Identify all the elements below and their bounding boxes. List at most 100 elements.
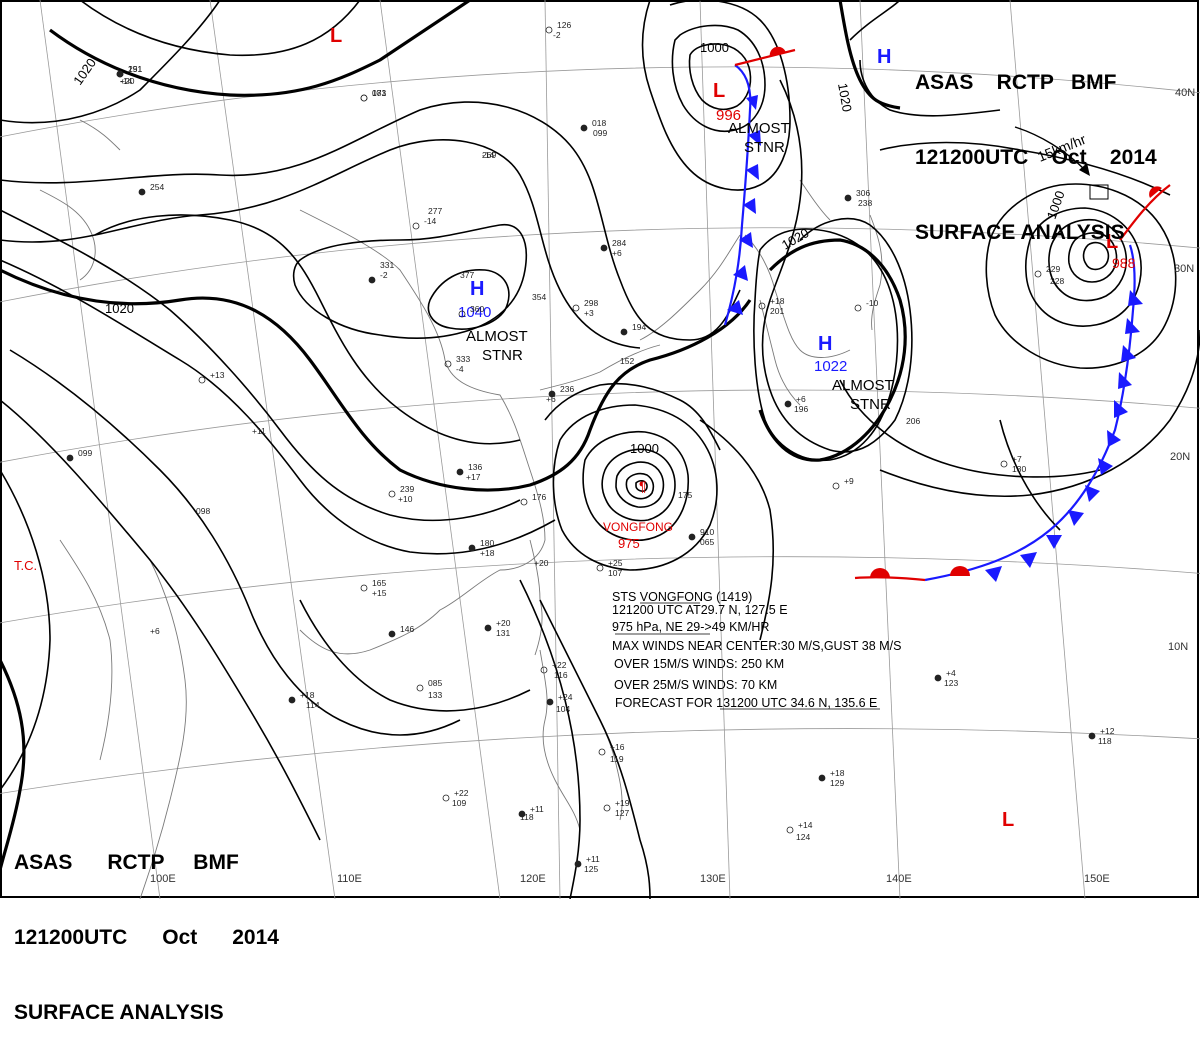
station-circle	[198, 376, 206, 384]
station-value: 175	[678, 490, 692, 500]
tc-marker: T.C.	[14, 558, 37, 573]
station-value: 333	[456, 354, 470, 364]
lon-label: 110E	[337, 873, 362, 885]
lon-label: 150E	[1084, 873, 1110, 885]
low-value-north: 996	[716, 107, 741, 124]
station-value: 124	[796, 832, 810, 842]
note-almost-japan: ALMOST	[832, 377, 894, 394]
station-value: 098	[196, 506, 210, 516]
station-value: +25	[608, 558, 623, 568]
station-circle	[520, 498, 528, 506]
station-value: 354	[532, 292, 546, 302]
station-value: +18	[480, 548, 495, 558]
station-value: 131	[496, 628, 510, 638]
tc-info-line: 121200 UTC AT29.7 N, 127.5 E	[612, 603, 788, 617]
graticule-labels: 100E 110E 120E 130E 140E 150E 40N 30N 20…	[150, 87, 1195, 885]
station-value: 099	[593, 128, 607, 138]
header-top-line3: SURFACE ANALYSIS	[915, 221, 1125, 244]
station-value: 196	[794, 404, 808, 414]
station-value: 118	[520, 812, 534, 822]
station-circle	[388, 630, 396, 638]
header-top: ASAS RCTP BMF 121200UTC Oct 2014 SURFACE…	[915, 20, 1157, 270]
station-value: +15	[372, 588, 387, 598]
station-value: +6	[150, 626, 160, 636]
station-circle	[548, 390, 556, 398]
station-value: 018	[592, 118, 606, 128]
station-value: 152	[620, 356, 634, 366]
station-value: 119	[610, 754, 624, 764]
station-circle	[818, 774, 826, 782]
station-value: -2	[380, 270, 388, 280]
station-value: 331	[380, 260, 394, 270]
isobar-label: 1000	[700, 40, 729, 55]
station-value: +16	[610, 742, 625, 752]
station-circle	[620, 328, 628, 336]
station-value: +6	[546, 394, 556, 404]
station-circle	[596, 564, 604, 572]
note-almost-high: ALMOST	[466, 328, 528, 345]
cold-front	[723, 64, 1143, 582]
station-circle	[458, 310, 466, 318]
station-value: 194	[632, 322, 646, 332]
station-value: 360	[470, 304, 484, 314]
station-value: -4	[456, 364, 464, 374]
station-value: +18	[770, 296, 785, 306]
station-value: +3	[584, 308, 594, 318]
station-value: 099	[78, 448, 92, 458]
station-circle	[456, 468, 464, 476]
header-top-line1: ASAS RCTP BMF	[915, 71, 1117, 94]
station-circle	[484, 624, 492, 632]
station-value: -2	[553, 30, 561, 40]
station-value: 236	[560, 384, 574, 394]
station-value: +6	[796, 394, 806, 404]
station-value: 229	[1046, 264, 1060, 274]
station-circle	[360, 584, 368, 592]
station-value: 081	[372, 88, 386, 98]
station-circle	[786, 826, 794, 834]
station-circle	[844, 194, 852, 202]
station-circle	[368, 276, 376, 284]
station-value: +6	[612, 248, 622, 258]
station-circle	[416, 684, 424, 692]
station-value: -14	[424, 216, 437, 226]
station-circle	[412, 222, 420, 230]
station-value: 129	[830, 778, 844, 788]
station-circle	[468, 544, 476, 552]
note-stnr-japan: STNR	[850, 396, 891, 413]
station-circle	[388, 490, 396, 498]
station-value: 146	[400, 624, 414, 634]
station-value: +20	[534, 558, 549, 568]
station-value: 238	[858, 198, 872, 208]
station-circle	[360, 94, 368, 102]
high-value-main: 1040	[458, 304, 491, 321]
high-center-ne: H	[877, 46, 891, 68]
station-circle	[116, 70, 124, 78]
station-value: 136	[468, 462, 482, 472]
station-value: 107	[608, 568, 622, 578]
isobars-thick	[0, 0, 907, 871]
station-circle	[580, 124, 588, 132]
station-value: +11	[586, 854, 600, 864]
station-value: 123	[944, 678, 958, 688]
station-value: +22	[552, 660, 567, 670]
header-top-line2: 121200UTC Oct 2014	[915, 146, 1157, 169]
station-circle	[66, 454, 74, 462]
station-value: 377	[460, 270, 474, 280]
tc-name: VONGFONG	[603, 520, 673, 534]
lat-label: 40N	[1175, 87, 1195, 99]
station-value: +9	[844, 476, 854, 486]
pressure-centers: L L 996 H H 1040 H 1022 L 988 L	[330, 25, 1136, 831]
station-value: 165	[372, 578, 386, 588]
note-stnr-high: STNR	[482, 347, 523, 364]
isobar-label: 1020	[105, 301, 134, 316]
station-circle	[574, 860, 582, 868]
low-value-east: 988	[1112, 255, 1136, 271]
station-value: 269	[482, 150, 496, 160]
station-circle	[784, 400, 792, 408]
lon-label: 100E	[150, 873, 176, 885]
station-circle	[545, 26, 553, 34]
station-value: +19	[615, 798, 630, 808]
low-center-east: L	[1106, 231, 1118, 253]
isobars	[0, 0, 1200, 899]
station-value: 284	[612, 238, 626, 248]
